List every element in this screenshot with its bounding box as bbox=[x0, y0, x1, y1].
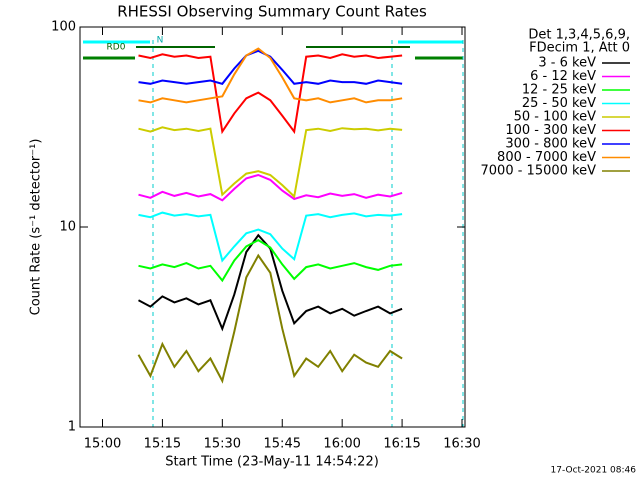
y-tick-label: 100 bbox=[51, 20, 76, 35]
x-tick-label: 16:15 bbox=[383, 437, 420, 452]
x-tick-label: 15:30 bbox=[204, 437, 241, 452]
legend-label: 12 - 25 keV bbox=[522, 83, 596, 98]
x-tick-label: 15:45 bbox=[264, 437, 301, 452]
legend-header: FDecim 1, Att 0 bbox=[529, 41, 630, 56]
x-tick-label: 15:15 bbox=[144, 437, 181, 452]
series-line bbox=[138, 173, 403, 202]
y-tick-label: 1 bbox=[68, 420, 76, 435]
x-axis-label: Start Time (23-May-11 14:54:22) bbox=[165, 455, 379, 470]
annotation: RD0 bbox=[107, 43, 126, 53]
legend-label: 50 - 100 keV bbox=[514, 110, 597, 125]
series-line bbox=[138, 47, 403, 104]
series-line bbox=[137, 253, 403, 384]
y-axis-label: Count Rate (s⁻¹ detector⁻¹) bbox=[29, 139, 44, 316]
legend-label: 800 - 7000 keV bbox=[497, 150, 596, 165]
x-tick-label: 16:00 bbox=[323, 437, 360, 452]
series-line bbox=[138, 49, 403, 85]
legend-label: 3 - 6 keV bbox=[538, 56, 596, 71]
legend-label: 6 - 12 keV bbox=[530, 69, 596, 84]
x-tick-label: 15:00 bbox=[84, 437, 121, 452]
legend-label: 100 - 300 keV bbox=[505, 123, 596, 138]
series-line bbox=[138, 53, 403, 135]
annotation: N bbox=[157, 36, 164, 46]
x-tick-label: 16:30 bbox=[443, 437, 480, 452]
legend-label: 300 - 800 keV bbox=[505, 137, 596, 152]
legend-label: 7000 - 15000 keV bbox=[481, 164, 597, 179]
series-line bbox=[138, 238, 403, 283]
legend-header: Det 1,3,4,5,6,9, bbox=[528, 28, 630, 43]
y-tick-label: 10 bbox=[59, 220, 76, 235]
footer: 17-Oct-2021 08:46 bbox=[551, 466, 637, 476]
series-line bbox=[138, 211, 403, 263]
flag-bars bbox=[83, 40, 464, 427]
chart-title: RHESSI Observing Summary Count Rates bbox=[117, 3, 427, 21]
series-line bbox=[138, 126, 403, 199]
legend-label: 25 - 50 keV bbox=[522, 96, 596, 111]
